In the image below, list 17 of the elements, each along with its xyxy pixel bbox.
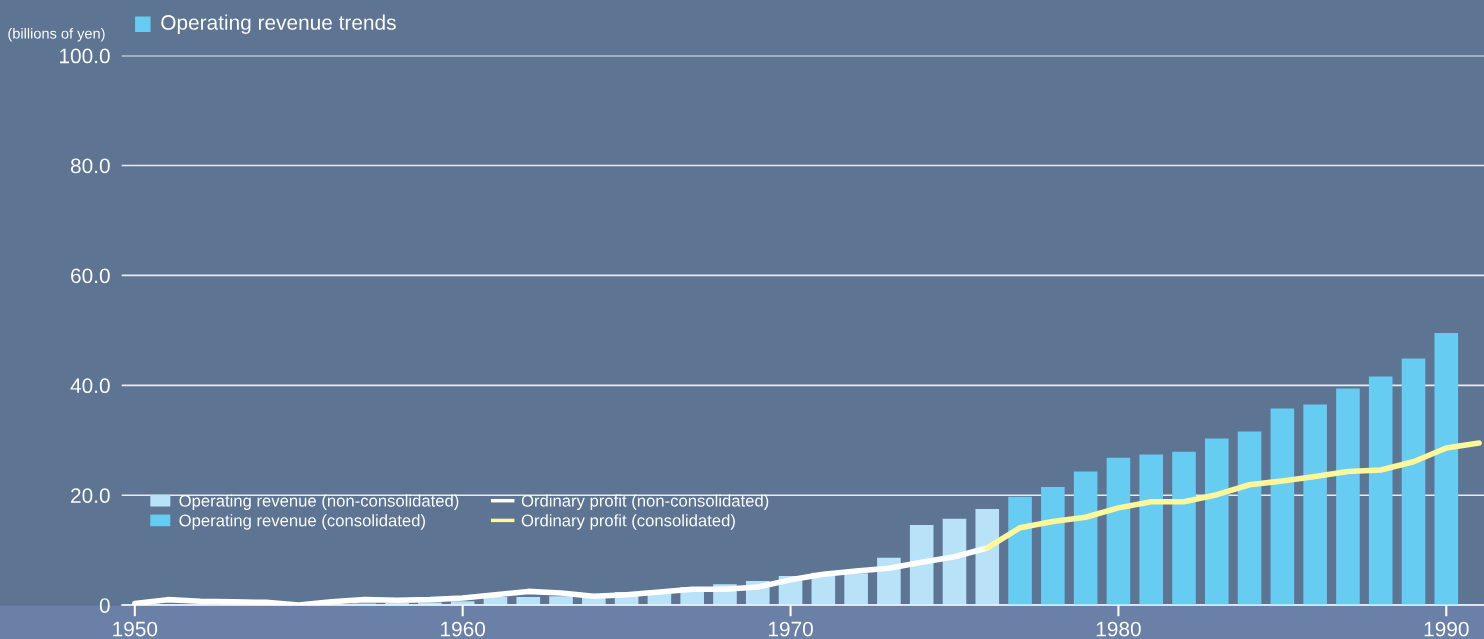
y-tick-label: 20.0 xyxy=(71,488,110,503)
y-tick-label: 60.0 xyxy=(71,268,110,284)
legend-label: Ordinary profit (consolidated) xyxy=(521,514,735,530)
y-axis-title: (billions of yen) xyxy=(8,27,105,42)
y-tick-label: 100.0 xyxy=(60,48,110,64)
x-tick-label: 1980 xyxy=(1096,621,1141,637)
y-tick-label: 40.0 xyxy=(70,378,110,394)
x-tick-label: 1950 xyxy=(113,621,158,637)
legend-label: Ordinary profit (non-consolidated) xyxy=(521,494,769,510)
chart-title: Operating revenue trends xyxy=(161,14,396,34)
y-tick-label: 80.0 xyxy=(70,158,110,174)
legend-label: Operating revenue (non-consolidated) xyxy=(179,494,459,510)
legend-label: Operating revenue (consolidated) xyxy=(179,514,425,530)
x-tick-label: 1960 xyxy=(441,621,486,637)
x-tick-label: 1970 xyxy=(768,621,813,637)
x-tick-label: 1990 xyxy=(1424,621,1469,637)
y-tick-label: 0 xyxy=(99,598,110,613)
